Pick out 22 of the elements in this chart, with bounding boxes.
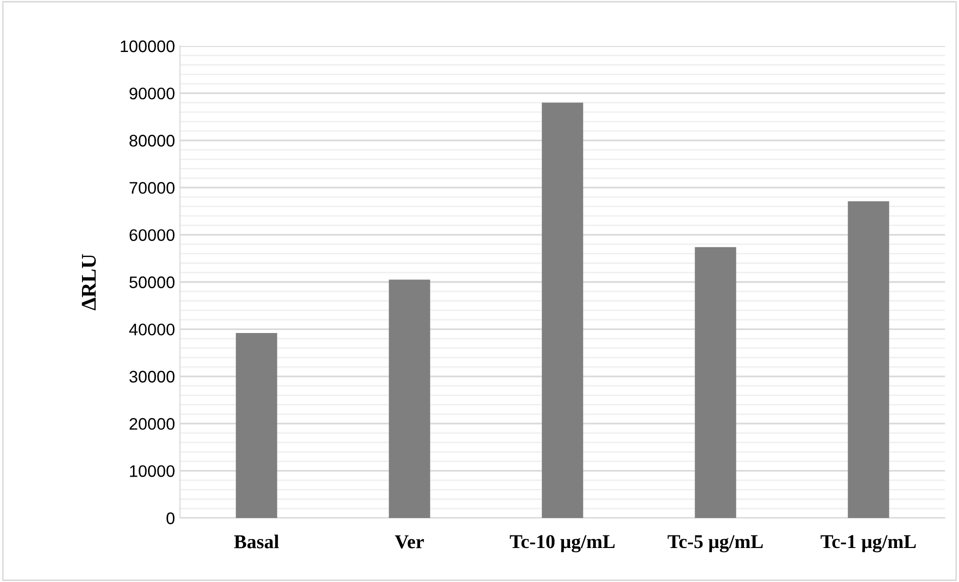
y-tick-label: 40000 [129, 324, 174, 336]
bar [236, 332, 278, 518]
y-tick-label: 70000 [130, 182, 174, 194]
y-tick-label: 60000 [130, 229, 174, 242]
bar [848, 201, 890, 518]
x-tick-label: Tc-5 μg/mL [668, 535, 763, 552]
y-tick-label: 30000 [129, 370, 174, 383]
y-tick-label: 10000 [130, 465, 174, 478]
y-tick-label: 100000 [120, 40, 174, 52]
x-tick-label: Basal [234, 534, 279, 548]
y-axis-title: ∆RLU [82, 254, 96, 310]
y-tick-label: 90000 [130, 88, 174, 100]
y-tick-label: 50000 [129, 276, 174, 288]
bar [694, 247, 736, 518]
x-tick-label: Tc-10 μg/mL [510, 535, 615, 552]
y-tick-label: 0 [166, 512, 174, 524]
y-tick-label: 20000 [130, 418, 174, 430]
bar [388, 280, 430, 518]
x-tick-label: Ver [394, 535, 424, 548]
bar [542, 102, 584, 518]
x-tick-label: Tc-1 μg/mL [820, 535, 916, 552]
y-tick-label: 80000 [130, 134, 174, 147]
